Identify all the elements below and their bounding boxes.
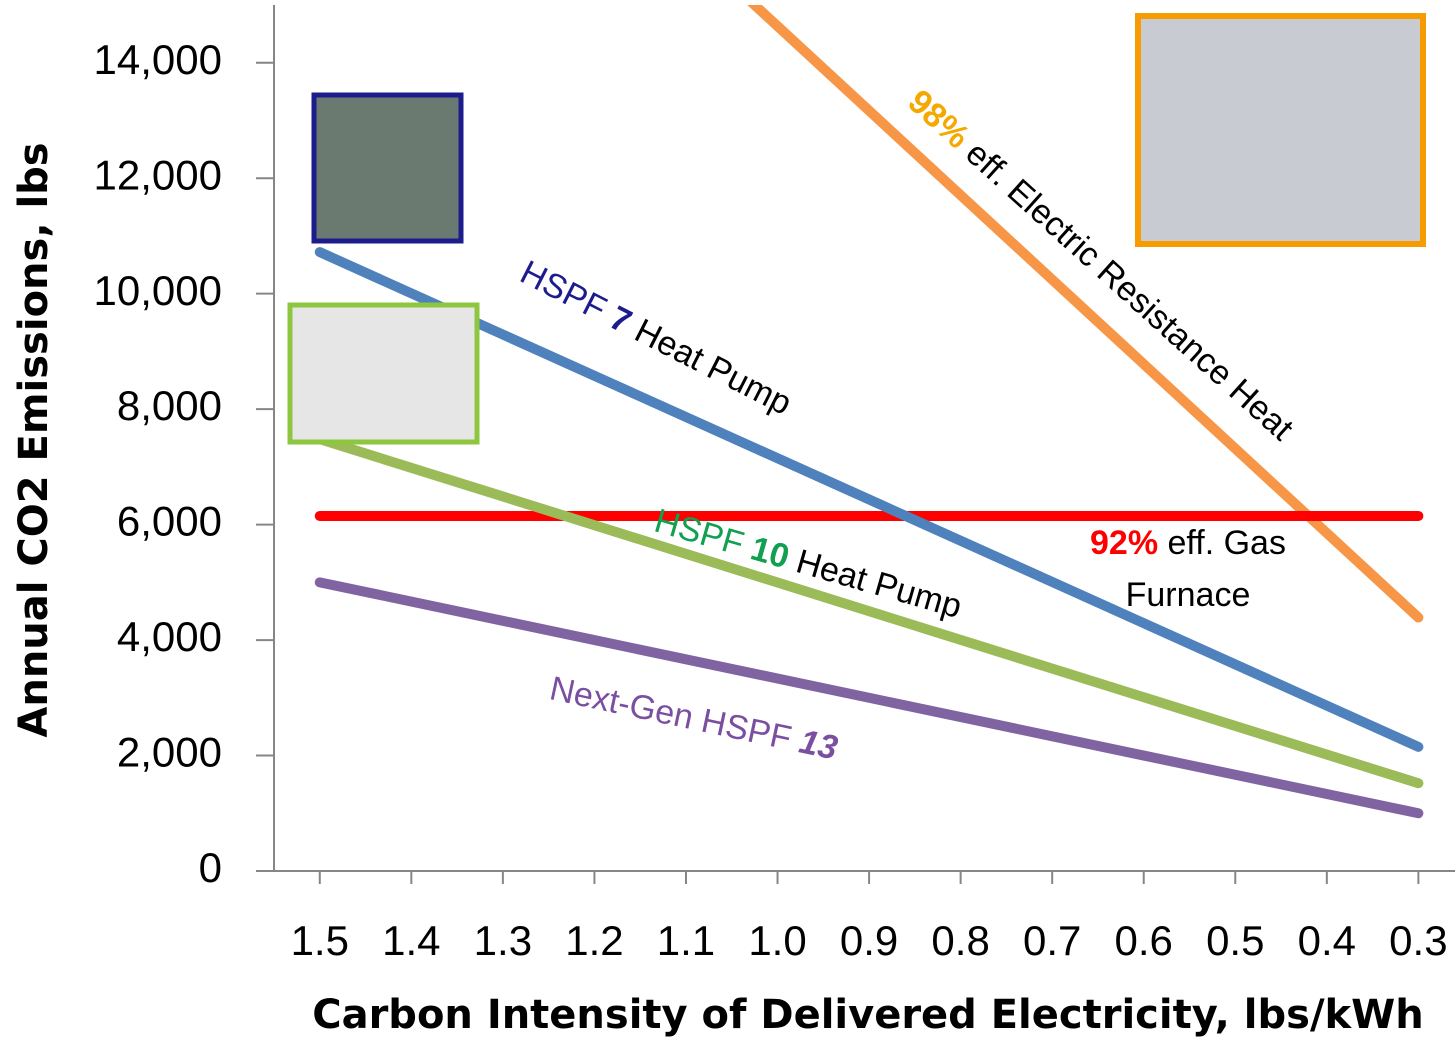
x-tick-label: 0.9 <box>840 917 898 964</box>
annotation: HSPF 7 Heat Pump <box>514 253 797 422</box>
x-tick-label: 1.1 <box>657 917 715 964</box>
x-tick-label: 0.4 <box>1298 917 1356 964</box>
annotation-part: HSPF <box>514 253 620 332</box>
annotation-part: Heat Pump <box>620 307 797 422</box>
series-line <box>320 252 1419 747</box>
y-tick-label: 10,000 <box>94 267 222 314</box>
y-tick-label: 0 <box>199 844 222 891</box>
x-tick-label: 0.3 <box>1389 917 1447 964</box>
y-tick-label: 6,000 <box>117 498 222 545</box>
mini-split-image <box>290 305 477 442</box>
x-tick-label: 1.4 <box>382 917 440 964</box>
y-tick-label: 12,000 <box>94 151 222 198</box>
annotation: Furnace <box>1126 576 1251 614</box>
x-tick-label: 1.2 <box>565 917 623 964</box>
annotation-part: 13 <box>796 722 841 767</box>
y-axis-title: Annual CO2 Emissions, lbs <box>11 142 57 737</box>
series-line <box>320 439 1419 783</box>
resistance-heater-image <box>1138 16 1423 244</box>
annotation: 92% eff. Gas <box>1090 524 1286 562</box>
y-tick-label: 8,000 <box>117 382 222 429</box>
series-line <box>320 582 1419 813</box>
annotation-part: eff. Gas <box>1158 524 1286 562</box>
x-axis-title: Carbon Intensity of Delivered Electricit… <box>312 992 1424 1038</box>
x-tick-label: 0.6 <box>1115 917 1173 964</box>
y-tick-label: 4,000 <box>117 613 222 660</box>
x-tick-label: 1.0 <box>748 917 806 964</box>
x-tick-label: 1.3 <box>474 917 532 964</box>
chart: 0 2,000 4,000 6,000 8,000 10,000 12,000 14,000 1… <box>0 0 1455 1042</box>
x-tick-label: 0.7 <box>1023 917 1081 964</box>
annotation-part: 92% <box>1090 524 1158 562</box>
x-tick-label: 1.5 <box>291 917 349 964</box>
y-tick-label: 14,000 <box>94 36 222 83</box>
annotation-part: Next-Gen HSPF <box>546 669 803 759</box>
y-tick-label: 2,000 <box>117 729 222 776</box>
x-tick-label: 0.5 <box>1206 917 1264 964</box>
x-tick-label: 0.8 <box>931 917 989 964</box>
heat-pump-image <box>314 95 461 241</box>
